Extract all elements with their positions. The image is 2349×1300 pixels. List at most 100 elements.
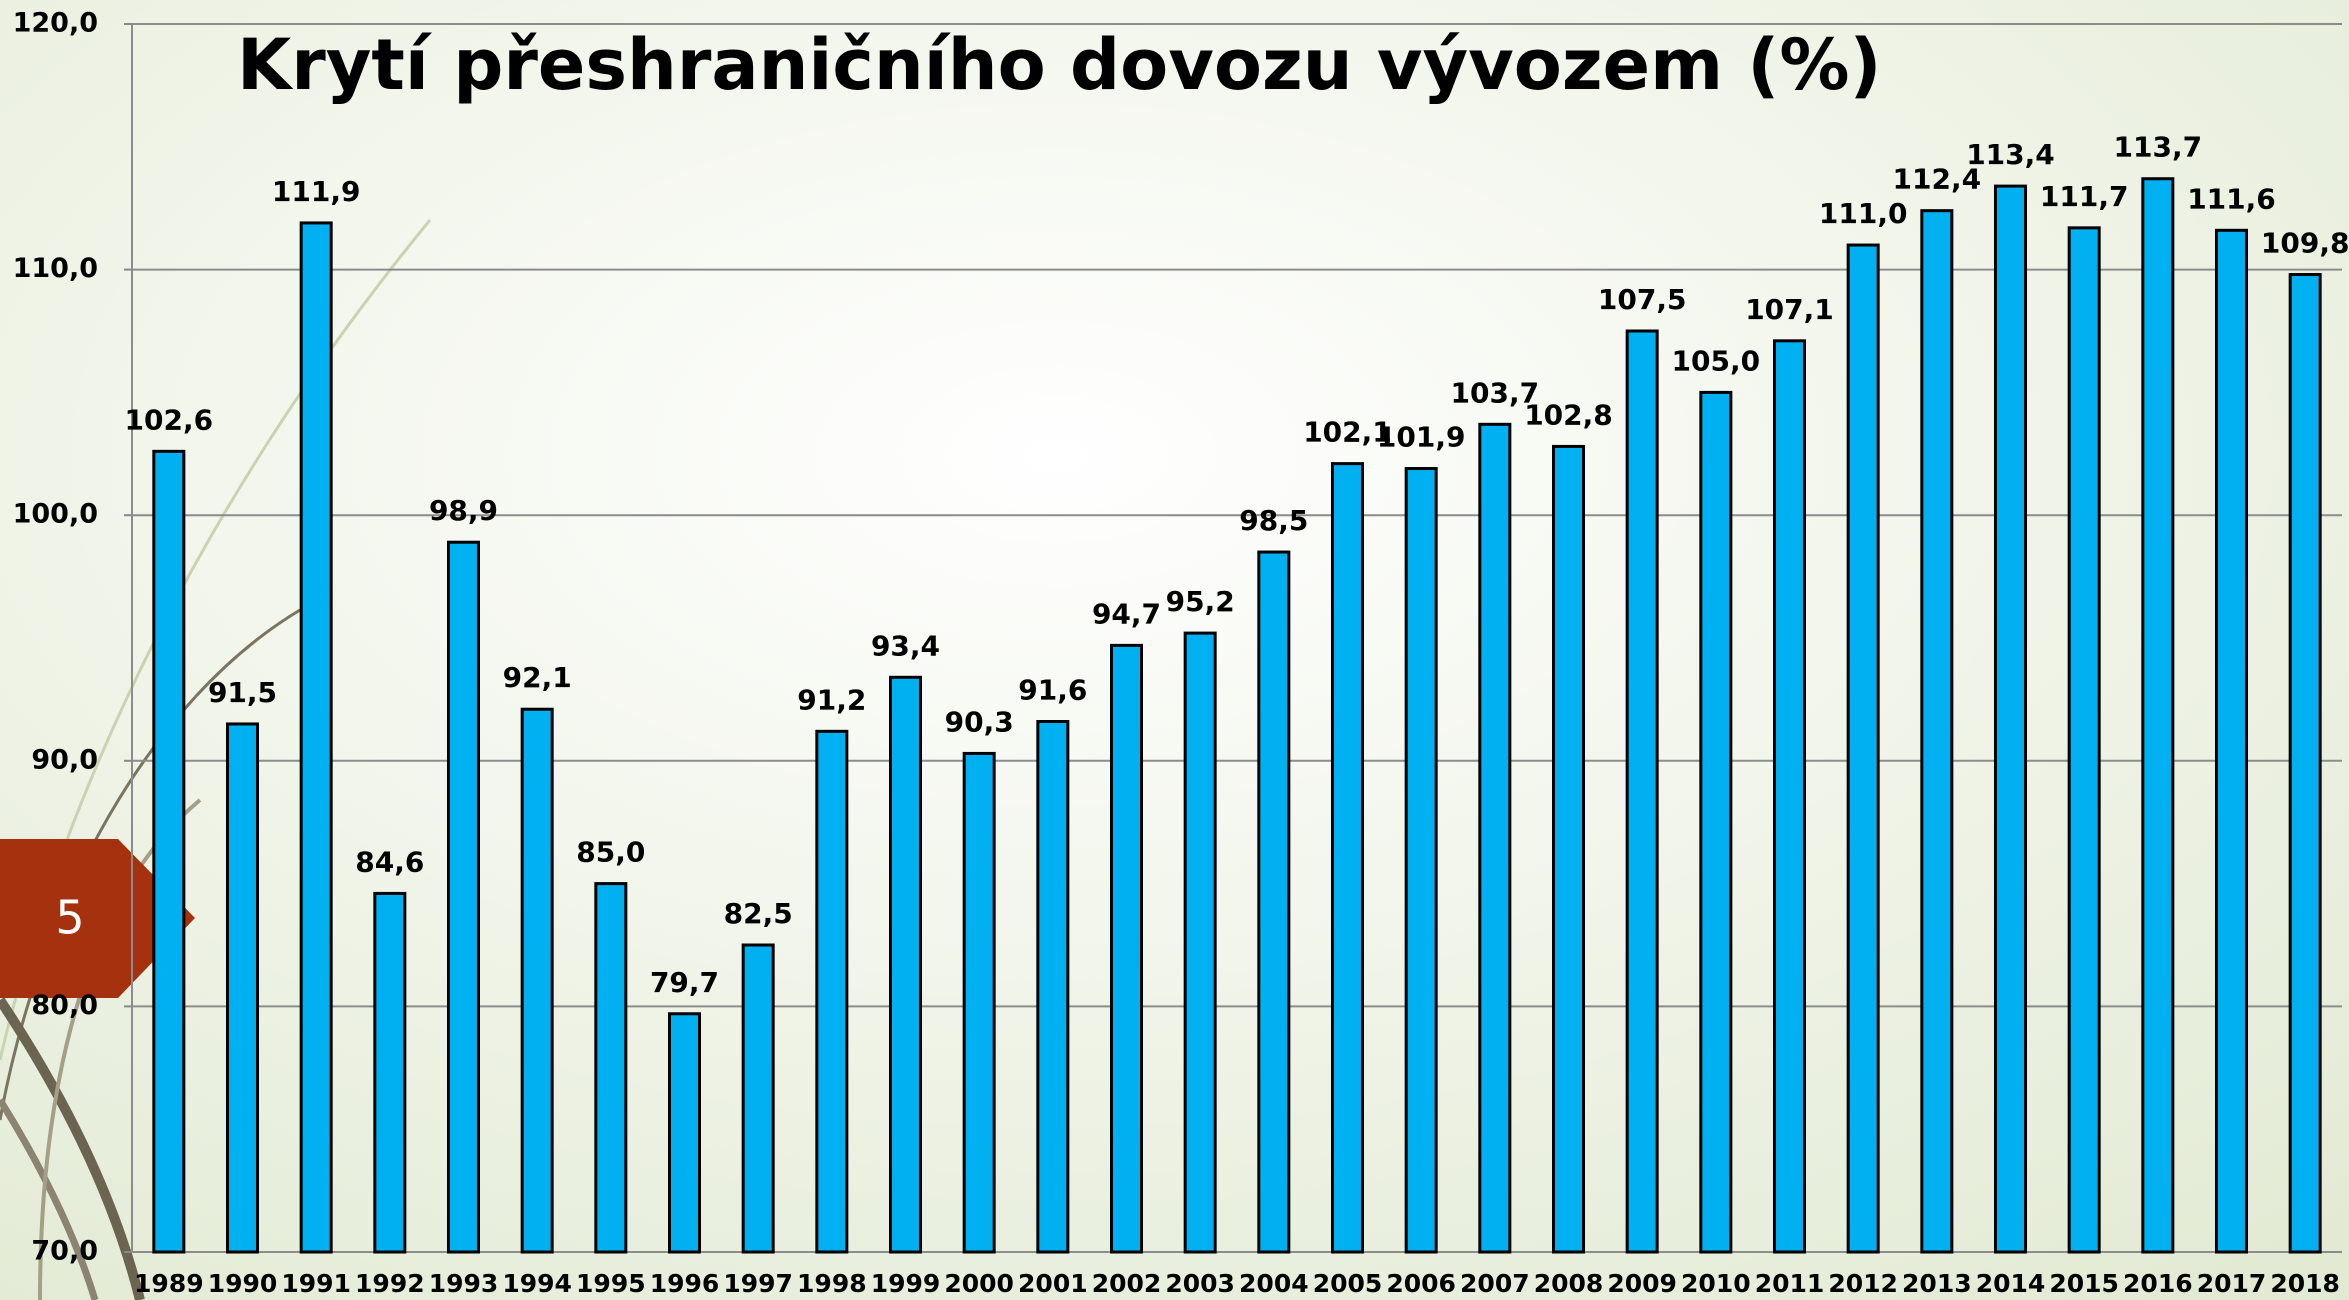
bar xyxy=(1036,720,1070,1254)
bar xyxy=(962,751,996,1254)
x-tick-label: 1994 xyxy=(502,1269,572,1298)
data-label: 98,5 xyxy=(1239,504,1308,537)
x-tick-label: 2004 xyxy=(1239,1269,1309,1298)
bar xyxy=(152,449,186,1254)
data-label: 79,7 xyxy=(650,966,719,999)
chart-title: Krytí přeshraničního dovozu vývozem (%) xyxy=(237,24,1882,106)
bar xyxy=(1699,390,1733,1254)
data-label: 113,7 xyxy=(2114,131,2203,164)
slide-number-badge xyxy=(0,839,195,998)
bar xyxy=(1920,209,1954,1254)
x-tick-label: 1998 xyxy=(797,1269,867,1298)
x-tick-label: 2015 xyxy=(2049,1269,2119,1298)
bar xyxy=(373,891,407,1254)
data-label: 98,9 xyxy=(429,494,498,527)
x-tick-label: 1997 xyxy=(723,1269,793,1298)
x-tick-label: 1996 xyxy=(650,1269,720,1298)
x-tick-label: 1993 xyxy=(429,1269,499,1298)
data-label: 111,7 xyxy=(2040,180,2129,213)
x-tick-label: 1992 xyxy=(355,1269,425,1298)
bar xyxy=(447,540,480,1254)
data-label: 107,5 xyxy=(1598,283,1687,316)
x-tick-label: 2002 xyxy=(1092,1269,1162,1298)
data-label: 103,7 xyxy=(1451,376,1540,409)
deco-curve xyxy=(0,997,145,1300)
data-label: 101,9 xyxy=(1377,421,1466,454)
bar xyxy=(1552,444,1585,1254)
bar xyxy=(1478,422,1512,1254)
y-tick-label: 80,0 xyxy=(31,990,98,1021)
x-tick-label: 2005 xyxy=(1313,1269,1383,1298)
x-tick-label: 1995 xyxy=(576,1269,646,1298)
data-label: 95,2 xyxy=(1166,585,1235,618)
data-label: 94,7 xyxy=(1092,597,1161,630)
slide-number: 5 xyxy=(55,891,84,945)
data-label: 109,8 xyxy=(2261,227,2349,260)
data-label: 91,5 xyxy=(208,676,277,709)
x-tick-label: 1990 xyxy=(208,1269,278,1298)
y-tick-label: 100,0 xyxy=(13,499,98,530)
bar xyxy=(1625,329,1659,1254)
bar xyxy=(2141,177,2175,1254)
x-tick-label: 2013 xyxy=(1902,1269,1972,1298)
y-tick-label: 120,0 xyxy=(13,8,98,39)
x-tick-label: 2017 xyxy=(2197,1269,2267,1298)
x-tick-label: 1991 xyxy=(281,1269,351,1298)
bar xyxy=(668,1012,701,1254)
bar xyxy=(1110,643,1143,1254)
bar xyxy=(2288,273,2322,1254)
y-tick-label: 110,0 xyxy=(13,253,98,284)
bar xyxy=(299,221,333,1254)
x-tick-label: 2008 xyxy=(1534,1269,1604,1298)
bar xyxy=(1257,550,1291,1254)
bar xyxy=(226,722,259,1254)
x-tick-label: 1999 xyxy=(871,1269,941,1298)
x-tick-label: 2018 xyxy=(2270,1269,2340,1298)
bar xyxy=(1846,243,1880,1254)
x-tick-label: 1989 xyxy=(134,1269,204,1298)
bar xyxy=(594,882,628,1254)
bar xyxy=(815,729,849,1254)
data-label: 90,3 xyxy=(945,705,1014,738)
bar xyxy=(1994,184,2027,1254)
data-label: 92,1 xyxy=(503,661,572,694)
x-tick-label: 2011 xyxy=(1755,1269,1825,1298)
x-tick-label: 2014 xyxy=(1976,1269,2046,1298)
y-tick-label: 70,0 xyxy=(31,1236,98,1267)
data-label: 102,1 xyxy=(1303,416,1392,449)
bar xyxy=(520,707,554,1254)
x-tick-label: 2007 xyxy=(1460,1269,1530,1298)
data-label: 112,4 xyxy=(1893,163,1982,196)
data-label: 111,6 xyxy=(2187,182,2276,215)
x-tick-label: 2012 xyxy=(1828,1269,1898,1298)
data-label: 91,6 xyxy=(1018,674,1087,707)
bar xyxy=(2067,226,2101,1254)
x-tick-label: 2000 xyxy=(944,1269,1014,1298)
bar xyxy=(1404,467,1438,1254)
x-tick-label: 2003 xyxy=(1165,1269,1235,1298)
x-tick-label: 2016 xyxy=(2123,1269,2193,1298)
x-tick-label: 2001 xyxy=(1018,1269,1088,1298)
data-label: 105,0 xyxy=(1672,344,1761,377)
x-tick-label: 2006 xyxy=(1386,1269,1456,1298)
bar xyxy=(1183,631,1217,1254)
data-label: 102,8 xyxy=(1524,398,1613,431)
x-tick-label: 2009 xyxy=(1607,1269,1677,1298)
data-label: 91,2 xyxy=(797,683,866,716)
data-label: 93,4 xyxy=(871,629,940,662)
deco-curve xyxy=(0,1098,99,1300)
data-label: 102,6 xyxy=(125,403,214,436)
data-label: 82,5 xyxy=(724,897,793,930)
data-label: 111,0 xyxy=(1819,197,1908,230)
data-label: 85,0 xyxy=(576,836,645,869)
data-label: 84,6 xyxy=(355,845,424,878)
data-label: 107,1 xyxy=(1745,293,1834,326)
bar xyxy=(889,675,922,1254)
bar xyxy=(1773,339,1806,1254)
data-label: 113,4 xyxy=(1966,138,2055,171)
data-label: 111,9 xyxy=(272,175,361,208)
x-tick-label: 2010 xyxy=(1681,1269,1751,1298)
bar xyxy=(741,943,775,1254)
